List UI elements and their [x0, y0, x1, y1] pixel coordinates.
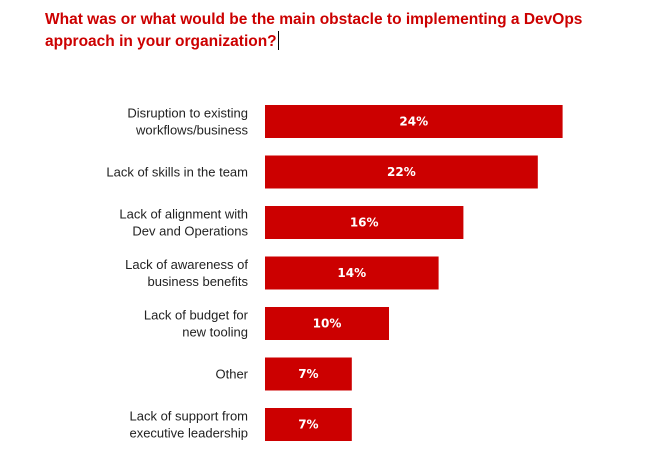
category-label-line: Lack of skills in the team	[106, 165, 248, 180]
bar-value-label: 16%	[350, 216, 379, 230]
category-label-line: Lack of budget for	[144, 308, 249, 323]
category-label: Lack of skills in the team	[106, 165, 248, 180]
bar-value-label: 7%	[298, 418, 318, 432]
bar	[265, 307, 389, 340]
category-label: Lack of alignment with Dev and Operations	[119, 207, 248, 239]
category-label-line: workflows/business	[135, 123, 248, 138]
category-label: Lack of awareness of business benefits	[125, 257, 248, 289]
bar	[265, 206, 464, 239]
bar	[265, 105, 563, 138]
chart-title-text: What was or what would be the main obsta…	[45, 11, 583, 50]
bar	[265, 256, 439, 290]
bar-value-label: 14%	[337, 266, 366, 280]
category-label-line: Disruption to existing	[127, 106, 248, 121]
bar-value-label: 10%	[313, 317, 342, 331]
category-label: Lack of support from executive leadership	[129, 409, 248, 441]
category-label-line: business benefits	[148, 274, 249, 289]
bar	[265, 155, 538, 189]
text-cursor	[277, 31, 279, 50]
category-label-line: Lack of support from	[130, 409, 249, 424]
category-label: Lack of budget for new tooling	[144, 308, 249, 340]
category-label-line: Dev and Operations	[132, 224, 248, 239]
category-label-line: Other	[215, 367, 248, 382]
category-label: Disruption to existing workflows/business	[127, 106, 248, 138]
bar-value-label: 7%	[298, 367, 318, 381]
bar	[265, 357, 352, 391]
category-label: Other	[215, 367, 248, 382]
category-label-line: executive leadership	[129, 426, 248, 441]
bar	[265, 408, 352, 441]
category-label-line: new tooling	[182, 325, 248, 340]
bar-value-label: 24%	[399, 115, 428, 129]
bar-value-label: 22%	[387, 165, 416, 179]
chart-title: What was or what would be the main obsta…	[45, 9, 640, 53]
category-label-line: Lack of alignment with	[119, 207, 248, 222]
category-label-line: Lack of awareness of	[125, 257, 248, 272]
